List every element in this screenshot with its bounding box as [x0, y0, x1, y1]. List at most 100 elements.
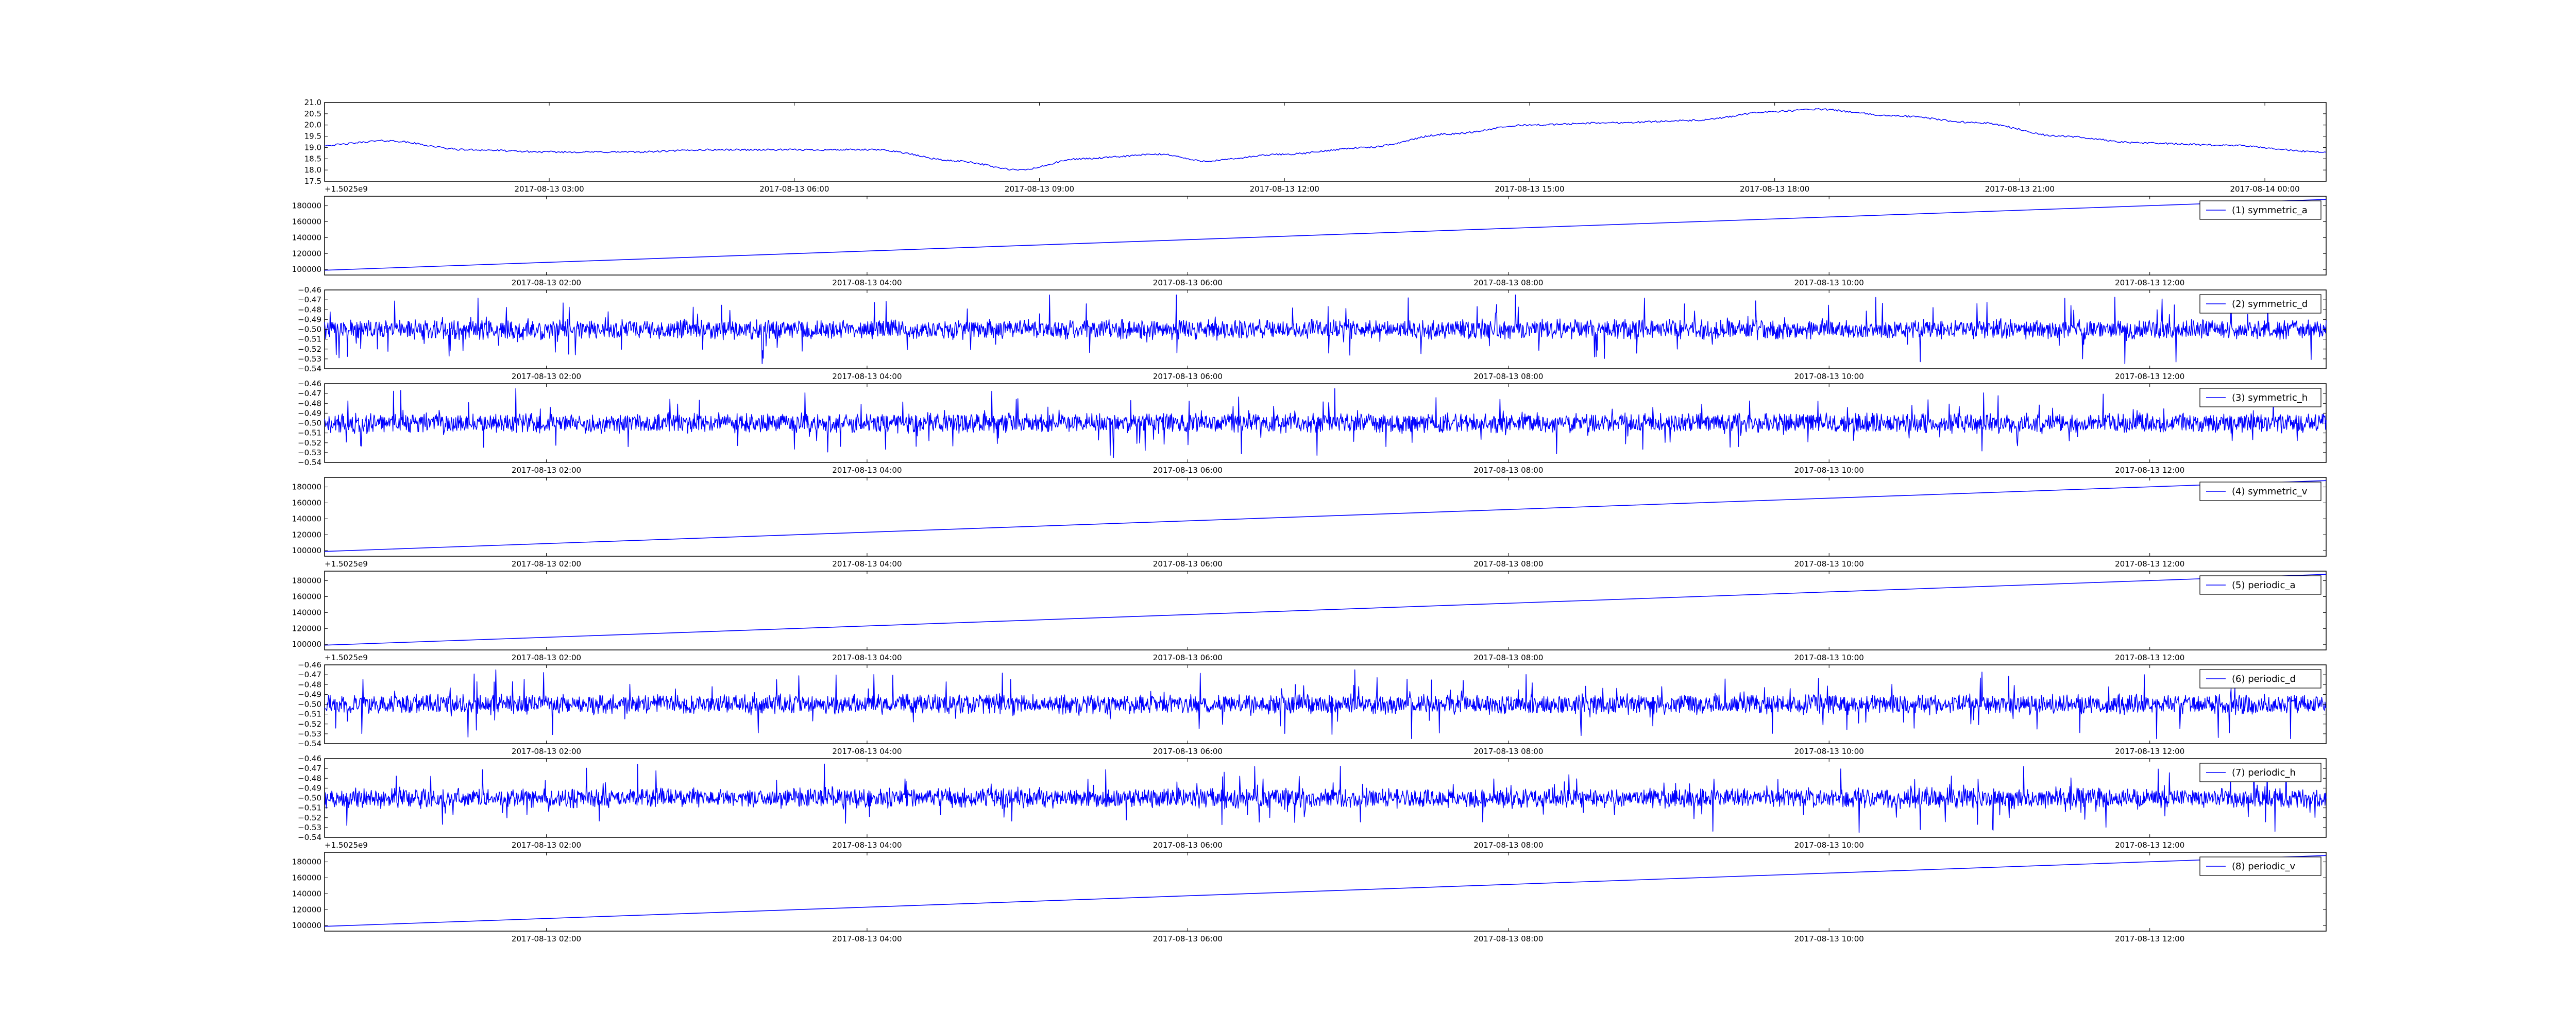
x-tick-label: 2017-08-13 04:00: [832, 934, 902, 943]
y-tick-label: 120000: [292, 905, 321, 914]
y-tick-label: −0.54: [298, 739, 321, 748]
legend: (6) periodic_d: [2199, 669, 2321, 689]
legend-label: (6) periodic_d: [2232, 674, 2296, 684]
x-tick-label: 2017-08-13 12:00: [2115, 653, 2184, 662]
y-tick-label: −0.48: [298, 774, 321, 783]
x-tick-label: 2017-08-13 06:00: [1153, 653, 1223, 662]
subplot-7: −0.54−0.53−0.52−0.51−0.50−0.49−0.48−0.47…: [298, 660, 2327, 756]
y-tick-label: −0.54: [298, 364, 321, 373]
y-tick-label: 18.0: [304, 165, 321, 175]
x-tick-label: 2017-08-13 10:00: [1794, 372, 1864, 381]
legend: (7) periodic_h: [2199, 763, 2321, 782]
x-tick-label: 2017-08-13 08:00: [1473, 559, 1543, 569]
y-tick-label: 100000: [292, 640, 321, 649]
x-tick-label: 2017-08-13 02:00: [512, 747, 581, 756]
y-tick-label: −0.51: [298, 803, 321, 813]
y-tick-label: 180000: [292, 857, 321, 867]
y-tick-label: −0.52: [298, 438, 321, 448]
y-tick-label: 100000: [292, 265, 321, 274]
y-tick-label: −0.47: [298, 295, 321, 304]
y-tick-label: −0.49: [298, 408, 321, 418]
axes-frame: [324, 852, 2327, 932]
y-tick-label: 120000: [292, 624, 321, 633]
x-tick-label: 2017-08-13 10:00: [1794, 278, 1864, 287]
y-tick-label: −0.48: [298, 305, 321, 314]
y-tick-label: −0.51: [298, 710, 321, 719]
x-tick-label: 2017-08-13 02:00: [512, 559, 581, 569]
y-tick-label: −0.51: [298, 428, 321, 438]
x-tick-label: 2017-08-13 12:00: [2115, 372, 2184, 381]
legend-box: [2199, 575, 2321, 595]
y-tick-label: −0.48: [298, 680, 321, 689]
subplot-8: −0.54−0.53−0.52−0.51−0.50−0.49−0.48−0.47…: [298, 754, 2327, 850]
y-tick-label: 140000: [292, 608, 321, 617]
series-line: [324, 855, 2327, 927]
y-tick-label: 180000: [292, 576, 321, 586]
subplot-1: 17.5 18.0 18.5 19.0 19.5 20.0 20.5 21.0 2017-08-…: [304, 98, 2327, 194]
y-tick-label: −0.54: [298, 458, 321, 467]
x-tick-label: 2017-08-13 06:00: [1153, 372, 1223, 381]
y-tick-label: −0.46: [298, 660, 321, 670]
x-offset-text: +1.5025e9: [325, 840, 368, 850]
subplot-3: −0.54−0.53−0.52−0.51−0.50−0.49−0.48−0.47…: [298, 285, 2327, 381]
series-line: [324, 480, 2327, 552]
series-line: [324, 294, 2327, 365]
x-tick-label: 2017-08-13 18:00: [1740, 184, 1809, 194]
x-tick-label: 2017-08-13 12:00: [2115, 840, 2184, 850]
x-tick-label: 2017-08-13 12:00: [2115, 934, 2184, 943]
y-tick-label: −0.52: [298, 345, 321, 354]
x-tick-label: 2017-08-13 08:00: [1473, 278, 1543, 287]
y-tick-label: −0.50: [298, 325, 321, 334]
y-tick-label: −0.49: [298, 315, 321, 324]
x-tick-label: 2017-08-13 06:00: [1153, 840, 1223, 850]
y-tick-label: −0.52: [298, 719, 321, 729]
y-tick-label: 180000: [292, 201, 321, 211]
axes-frame: [324, 102, 2327, 182]
x-tick-label: 2017-08-13 06:00: [1153, 466, 1223, 475]
legend: (2) symmetric_d: [2199, 294, 2321, 314]
x-tick-label: 2017-08-13 21:00: [1985, 184, 2055, 194]
x-tick-label: 2017-08-13 10:00: [1794, 559, 1864, 569]
x-tick-label: 2017-08-13 15:00: [1495, 184, 1564, 194]
y-tick-label: 100000: [292, 546, 321, 555]
x-offset-text: +1.5025e9: [325, 653, 368, 662]
x-tick-label: 2017-08-13 04:00: [832, 559, 902, 569]
y-tick-label: −0.53: [298, 729, 321, 739]
x-tick-label: 2017-08-13 08:00: [1473, 466, 1543, 475]
legend: (1) symmetric_a: [2199, 200, 2321, 220]
y-tick-label: 180000: [292, 483, 321, 492]
y-tick-label: −0.46: [298, 379, 321, 388]
y-tick-label: −0.53: [298, 823, 321, 832]
x-tick-label: 2017-08-13 10:00: [1794, 747, 1864, 756]
y-tick-label: −0.47: [298, 670, 321, 679]
y-tick-label: 17.5: [304, 177, 321, 186]
series-line: [324, 763, 2327, 833]
legend-label: (4) symmetric_v: [2232, 486, 2308, 497]
x-tick-label: 2017-08-13 10:00: [1794, 934, 1864, 943]
x-tick-label: 2017-08-13 12:00: [2115, 278, 2184, 287]
subplot-5: 100000 120000 140000 160000 180000 2017-08-13…: [292, 477, 2327, 569]
series-line: [324, 199, 2327, 271]
x-tick-label: 2017-08-13 10:00: [1794, 840, 1864, 850]
y-tick-label: −0.47: [298, 764, 321, 773]
x-tick-label: 2017-08-13 04:00: [832, 466, 902, 475]
x-tick-label: 2017-08-13 04:00: [832, 653, 902, 662]
legend-label: (8) periodic_v: [2232, 861, 2295, 872]
y-tick-label: −0.47: [298, 389, 321, 398]
x-tick-label: 2017-08-13 02:00: [512, 372, 581, 381]
y-tick-label: 21.0: [304, 98, 321, 107]
x-tick-label: 2017-08-13 08:00: [1473, 747, 1543, 756]
y-tick-label: 19.0: [304, 143, 321, 152]
legend-label: (7) periodic_h: [2232, 767, 2296, 778]
y-tick-label: 19.5: [304, 132, 321, 141]
legend-box: [2199, 482, 2321, 501]
y-tick-label: −0.46: [298, 285, 321, 295]
y-tick-label: 160000: [292, 592, 321, 601]
y-tick-label: −0.54: [298, 833, 321, 842]
y-tick-label: 160000: [292, 873, 321, 882]
x-tick-label: 2017-08-13 02:00: [512, 466, 581, 475]
x-tick-label: 2017-08-13 06:00: [1153, 559, 1223, 569]
x-tick-label: 2017-08-14 00:00: [2230, 184, 2299, 194]
x-tick-label: 2017-08-13 06:00: [759, 184, 829, 194]
